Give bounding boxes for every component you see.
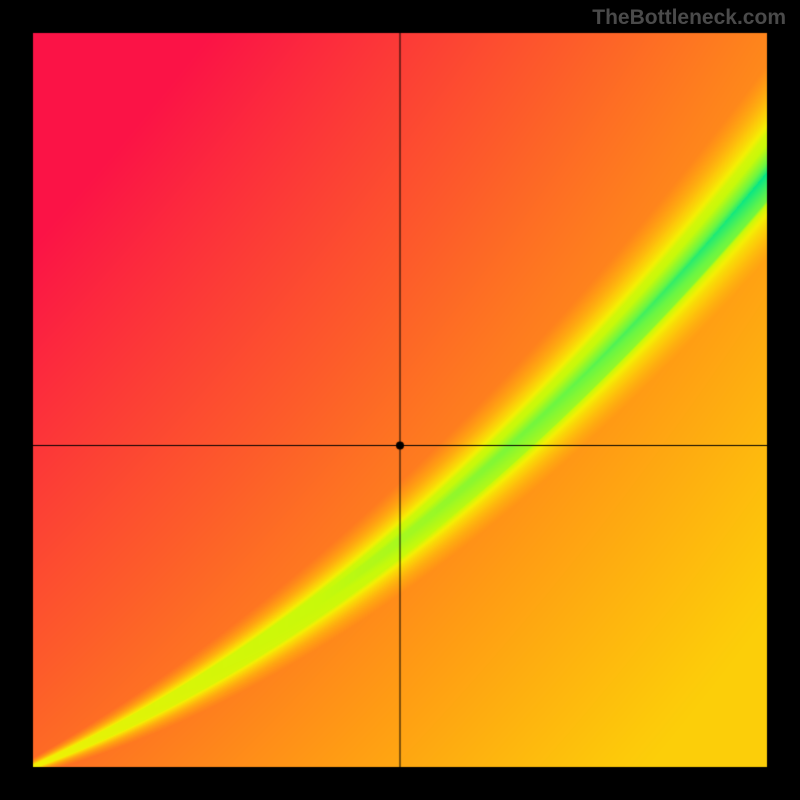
heatmap-canvas — [0, 0, 800, 800]
chart-container: { "watermark": "TheBottleneck.com", "wat… — [0, 0, 800, 800]
watermark-text: TheBottleneck.com — [592, 6, 786, 30]
